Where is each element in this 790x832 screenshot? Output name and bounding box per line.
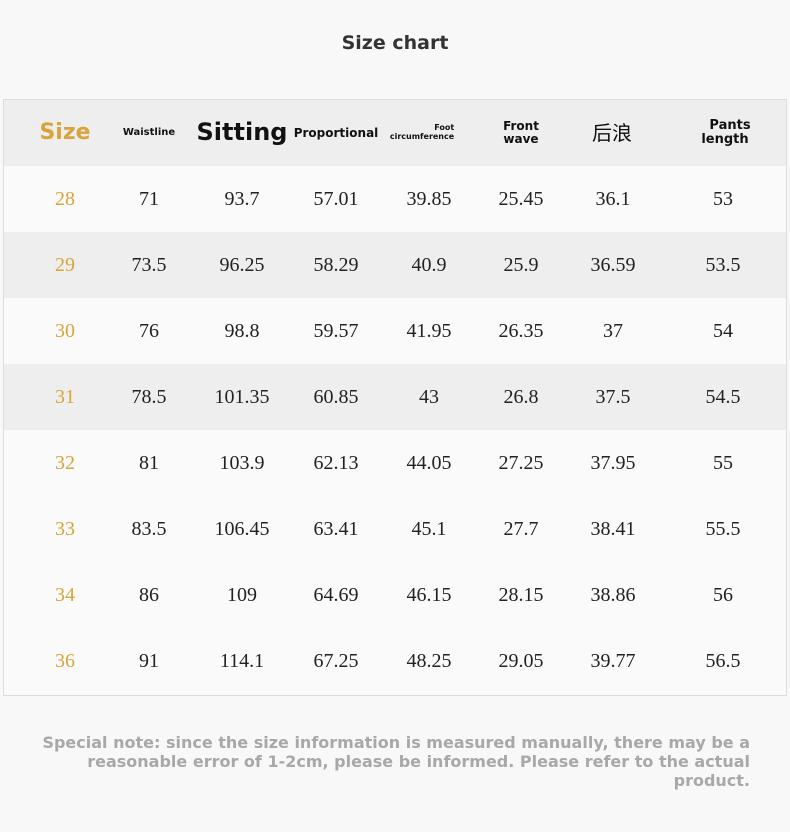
size-table: Size Waistline Sitting Proportional Foot… — [3, 99, 787, 696]
cell-size: 33 — [55, 517, 75, 540]
header-sitting: Sitting — [196, 118, 288, 147]
cell-sitting: 109 — [227, 583, 257, 606]
cell-pants: 53.5 — [705, 253, 741, 276]
table-row: 30 76 98.8 59.57 41.95 26.35 37 54 — [4, 298, 786, 364]
header-waistline: Waistline — [122, 126, 176, 138]
cell-foot: 44.05 — [406, 451, 452, 474]
special-note: Special note: since the size information… — [20, 733, 750, 790]
cell-pants: 54.5 — [705, 385, 741, 408]
page-title: Size chart — [341, 32, 449, 54]
cell-front: 27.7 — [503, 517, 539, 540]
cell-sitting: 96.25 — [219, 253, 265, 276]
cell-pants: 55.5 — [705, 517, 741, 540]
header-front-line1: Front — [503, 119, 539, 134]
cell-foot: 48.25 — [406, 649, 452, 672]
cell-pants: 55 — [713, 451, 733, 474]
cell-proportional: 60.85 — [313, 385, 359, 408]
cell-front: 27.25 — [498, 451, 544, 474]
header-pants-line2: length — [701, 132, 749, 147]
cell-sitting: 93.7 — [224, 187, 260, 210]
cell-front: 28.15 — [498, 583, 544, 606]
cell-waistline: 83.5 — [131, 517, 167, 540]
cell-proportional: 64.69 — [313, 583, 359, 606]
cell-foot: 40.9 — [411, 253, 447, 276]
cell-foot: 43 — [419, 385, 439, 408]
header-front-wave: Front wave — [503, 100, 539, 166]
cell-sitting: 101.35 — [214, 385, 270, 408]
cell-waistline: 73.5 — [131, 253, 167, 276]
cell-waistline: 91 — [139, 649, 159, 672]
cell-size: 31 — [55, 385, 75, 408]
cell-waistline: 71 — [139, 187, 159, 210]
cell-front: 25.9 — [503, 253, 539, 276]
cell-waistline: 76 — [139, 319, 159, 342]
cell-size: 32 — [55, 451, 75, 474]
table-header-row: Size Waistline Sitting Proportional Foot… — [4, 100, 786, 166]
cell-pants: 54 — [713, 319, 733, 342]
cell-proportional: 59.57 — [313, 319, 359, 342]
cell-back: 39.77 — [590, 649, 636, 672]
table-row: 32 81 103.9 62.13 44.05 27.25 37.95 55 — [4, 430, 786, 496]
cell-foot: 39.85 — [406, 187, 452, 210]
cell-proportional: 58.29 — [313, 253, 359, 276]
cell-sitting: 103.9 — [219, 451, 265, 474]
header-back-wave: 后浪 — [592, 120, 632, 145]
cell-back: 38.41 — [590, 517, 636, 540]
cell-pants: 56 — [713, 583, 733, 606]
cell-sitting: 114.1 — [219, 649, 265, 672]
cell-proportional: 63.41 — [313, 517, 359, 540]
header-foot-line1: Foot — [434, 123, 455, 133]
cell-size: 30 — [55, 319, 75, 342]
table-row: 33 83.5 106.45 63.41 45.1 27.7 38.41 55.… — [4, 496, 786, 562]
table-row: 34 86 109 64.69 46.15 28.15 38.86 56 — [4, 562, 786, 628]
cell-back: 37.5 — [595, 385, 631, 408]
header-size: Size — [39, 120, 91, 146]
cell-waistline: 86 — [139, 583, 159, 606]
header-proportional: Proportional — [293, 125, 379, 140]
cell-pants: 53 — [713, 187, 733, 210]
table-row: 36 91 114.1 67.25 48.25 29.05 39.77 56.5 — [4, 628, 786, 694]
cell-size: 29 — [55, 253, 75, 276]
table-row: 28 71 93.7 57.01 39.85 25.45 36.1 53 — [4, 166, 786, 232]
cell-front: 25.45 — [498, 187, 544, 210]
special-note-line2: reasonable error of 1-2cm, please be inf… — [87, 752, 750, 790]
cell-back: 37.95 — [590, 451, 636, 474]
header-pants-line1: Pants — [709, 118, 751, 134]
cell-size: 34 — [55, 583, 75, 606]
cell-proportional: 57.01 — [313, 187, 359, 210]
cell-foot: 45.1 — [411, 517, 447, 540]
cell-pants: 56.5 — [705, 649, 741, 672]
header-foot-circumference: Foot circumference — [390, 100, 454, 166]
cell-sitting: 106.45 — [214, 517, 270, 540]
cell-back: 37 — [603, 319, 623, 342]
cell-foot: 46.15 — [406, 583, 452, 606]
cell-size: 28 — [55, 187, 75, 210]
header-pants-length: Pants length — [699, 100, 750, 166]
cell-front: 29.05 — [498, 649, 544, 672]
cell-front: 26.35 — [498, 319, 544, 342]
header-front-line2: wave — [503, 132, 539, 146]
header-foot-line2: circumference — [389, 132, 455, 141]
cell-waistline: 81 — [139, 451, 159, 474]
cell-foot: 41.95 — [406, 319, 452, 342]
table-row: 29 73.5 96.25 58.29 40.9 25.9 36.59 53.5 — [4, 232, 786, 298]
cell-sitting: 98.8 — [224, 319, 260, 342]
special-note-line1: Special note: since the size information… — [42, 733, 750, 752]
cell-size: 36 — [55, 649, 75, 672]
cell-back: 38.86 — [590, 583, 636, 606]
cell-waistline: 78.5 — [131, 385, 167, 408]
table-row: 31 78.5 101.35 60.85 43 26.8 37.5 54.5 — [4, 364, 786, 430]
cell-proportional: 67.25 — [313, 649, 359, 672]
cell-back: 36.1 — [595, 187, 631, 210]
cell-back: 36.59 — [590, 253, 636, 276]
cell-proportional: 62.13 — [313, 451, 359, 474]
cell-front: 26.8 — [503, 385, 539, 408]
